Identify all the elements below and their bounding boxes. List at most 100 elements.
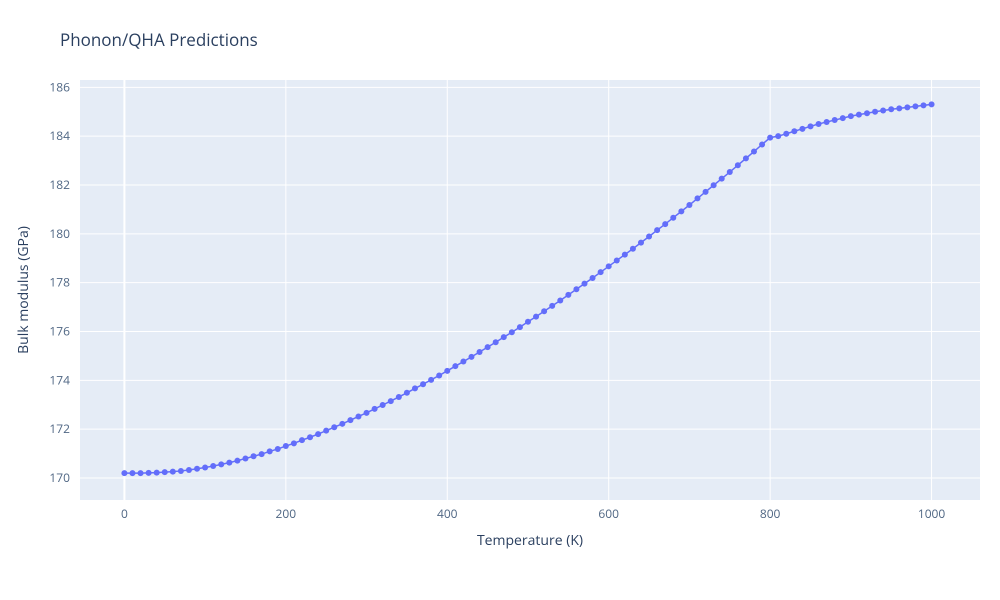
data-point[interactable] [565, 292, 571, 298]
data-point[interactable] [364, 410, 370, 416]
data-point[interactable] [896, 105, 902, 111]
data-point[interactable] [339, 421, 345, 427]
data-point[interactable] [234, 458, 240, 464]
data-point[interactable] [477, 349, 483, 355]
data-point[interactable] [614, 257, 620, 263]
data-point[interactable] [694, 195, 700, 201]
data-point[interactable] [703, 189, 709, 195]
data-point[interactable] [735, 162, 741, 168]
data-point[interactable] [743, 155, 749, 161]
data-point[interactable] [283, 443, 289, 449]
data-point[interactable] [501, 334, 507, 340]
data-point[interactable] [549, 303, 555, 309]
data-point[interactable] [727, 169, 733, 175]
data-point[interactable] [912, 103, 918, 109]
data-point[interactable] [129, 470, 135, 476]
data-point[interactable] [533, 314, 539, 320]
data-point[interactable] [920, 102, 926, 108]
data-point[interactable] [856, 112, 862, 118]
data-point[interactable] [388, 398, 394, 404]
data-point[interactable] [783, 131, 789, 137]
data-point[interactable] [848, 113, 854, 119]
data-point[interactable] [767, 135, 773, 141]
data-point[interactable] [888, 106, 894, 112]
data-point[interactable] [380, 402, 386, 408]
data-point[interactable] [493, 339, 499, 345]
data-point[interactable] [606, 263, 612, 269]
data-point[interactable] [323, 428, 329, 434]
data-point[interactable] [816, 121, 822, 127]
data-point[interactable] [517, 324, 523, 330]
data-point[interactable] [315, 431, 321, 437]
data-point[interactable] [654, 227, 660, 233]
data-point[interactable] [138, 470, 144, 476]
data-point[interactable] [509, 329, 515, 335]
data-point[interactable] [670, 215, 676, 221]
data-point[interactable] [678, 208, 684, 214]
data-point[interactable] [396, 394, 402, 400]
data-point[interactable] [299, 437, 305, 443]
data-point[interactable] [460, 359, 466, 365]
data-point[interactable] [872, 109, 878, 115]
data-point[interactable] [573, 286, 579, 292]
data-point[interactable] [525, 319, 531, 325]
data-point[interactable] [646, 234, 652, 240]
data-point[interactable] [404, 390, 410, 396]
data-point[interactable] [904, 104, 910, 110]
data-point[interactable] [840, 115, 846, 121]
data-point[interactable] [428, 377, 434, 383]
data-point[interactable] [638, 240, 644, 246]
data-point[interactable] [420, 381, 426, 387]
data-point[interactable] [541, 308, 547, 314]
data-point[interactable] [154, 470, 160, 476]
data-point[interactable] [807, 123, 813, 129]
data-point[interactable] [581, 281, 587, 287]
data-point[interactable] [202, 465, 208, 471]
data-point[interactable] [347, 417, 353, 423]
data-point[interactable] [162, 469, 168, 475]
data-point[interactable] [485, 344, 491, 350]
data-point[interactable] [824, 119, 830, 125]
data-point[interactable] [791, 128, 797, 134]
data-point[interactable] [759, 141, 765, 147]
data-point[interactable] [775, 133, 781, 139]
data-point[interactable] [291, 440, 297, 446]
data-point[interactable] [210, 463, 216, 469]
data-point[interactable] [880, 108, 886, 114]
data-point[interactable] [242, 455, 248, 461]
data-point[interactable] [452, 363, 458, 369]
data-point[interactable] [275, 446, 281, 452]
data-point[interactable] [598, 269, 604, 275]
data-point[interactable] [799, 126, 805, 132]
data-point[interactable] [178, 468, 184, 474]
data-point[interactable] [929, 101, 935, 107]
data-point[interactable] [662, 221, 668, 227]
data-point[interactable] [590, 275, 596, 281]
data-point[interactable] [832, 117, 838, 123]
data-point[interactable] [751, 149, 757, 155]
data-point[interactable] [121, 470, 127, 476]
data-point[interactable] [622, 252, 628, 258]
data-point[interactable] [218, 461, 224, 467]
data-point[interactable] [444, 368, 450, 374]
data-point[interactable] [307, 434, 313, 440]
data-point[interactable] [259, 451, 265, 457]
data-point[interactable] [719, 176, 725, 182]
data-point[interactable] [557, 298, 563, 304]
data-point[interactable] [331, 424, 337, 430]
data-point[interactable] [412, 385, 418, 391]
data-point[interactable] [372, 406, 378, 412]
data-point[interactable] [170, 469, 176, 475]
data-point[interactable] [468, 354, 474, 360]
data-point[interactable] [226, 460, 232, 466]
data-point[interactable] [630, 246, 636, 252]
data-point[interactable] [711, 182, 717, 188]
data-point[interactable] [436, 372, 442, 378]
data-point[interactable] [686, 202, 692, 208]
data-point[interactable] [864, 110, 870, 116]
data-point[interactable] [355, 413, 361, 419]
data-point[interactable] [146, 470, 152, 476]
data-point[interactable] [186, 467, 192, 473]
data-point[interactable] [251, 453, 257, 459]
data-point[interactable] [194, 466, 200, 472]
